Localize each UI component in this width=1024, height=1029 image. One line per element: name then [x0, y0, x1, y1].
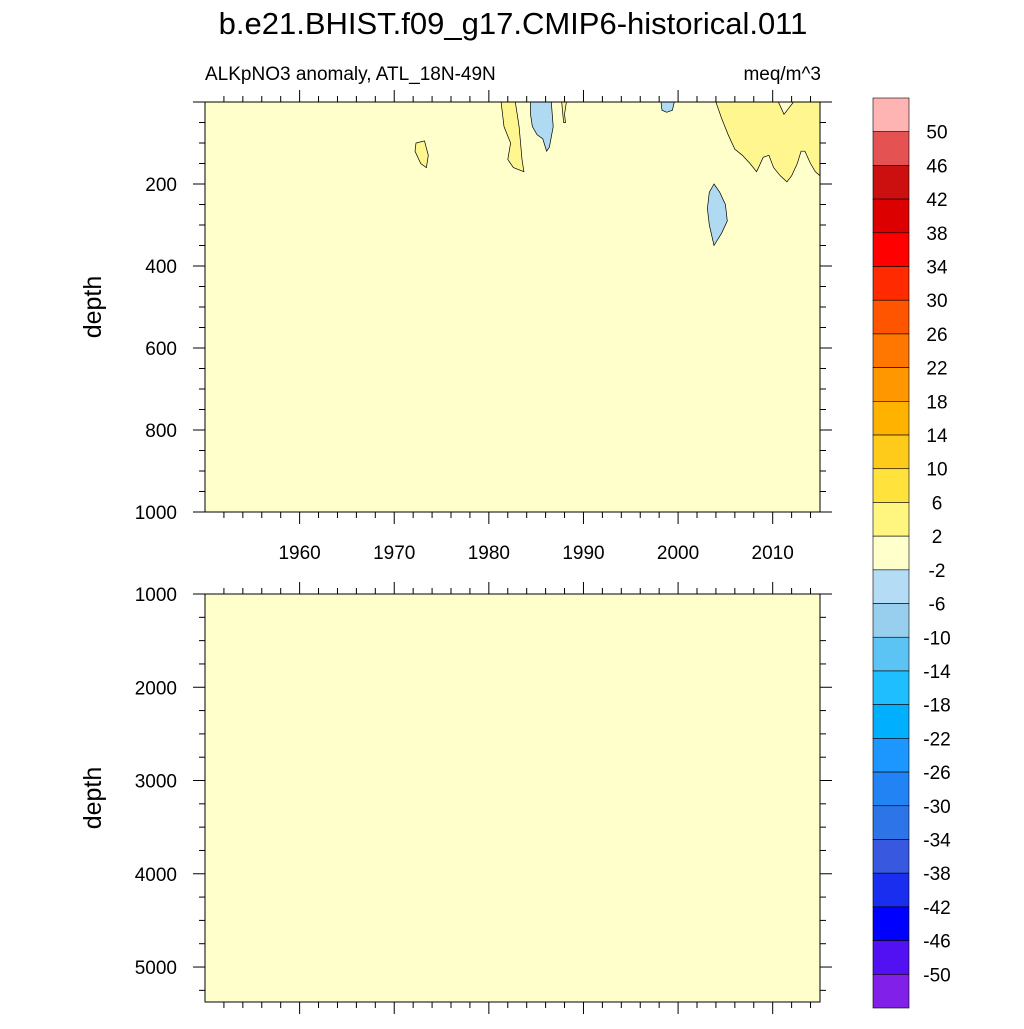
colorbar-swatch — [872, 198, 910, 234]
x-tick-label: 1990 — [562, 543, 604, 564]
colorbar-label: 10 — [926, 460, 947, 481]
y-tick-label: 2000 — [135, 678, 177, 699]
colorbar-swatch — [872, 906, 910, 941]
colorbar-label: 26 — [926, 325, 947, 346]
colorbar-label: 2 — [932, 527, 943, 548]
x-tick-label: 1970 — [373, 543, 415, 564]
colorbar-label: -18 — [923, 696, 950, 717]
colorbar-label: 6 — [932, 493, 943, 514]
colorbar-label: 22 — [926, 359, 947, 380]
y-tick-label: 800 — [145, 421, 177, 442]
colorbar-label: -10 — [923, 628, 950, 649]
colorbar-swatch — [872, 805, 910, 840]
y-tick-label: 3000 — [135, 772, 177, 793]
upper-panel: 1960 1970 1980 1990 2000 2010 200 400 600 800 1000… — [79, 90, 832, 564]
colorbar-label: -6 — [929, 595, 946, 616]
chart-subtitle-right: meq/m^3 — [743, 64, 821, 85]
y-axis-label: depth — [79, 767, 107, 830]
y-tick-label: 4000 — [135, 865, 177, 886]
colorbar-swatch — [872, 973, 910, 1009]
plot-area — [205, 594, 820, 1002]
colorbar-swatch — [872, 367, 910, 402]
colorbar-label: -2 — [929, 561, 946, 582]
colorbar-swatch — [872, 771, 910, 807]
contour-patch-positive-1 — [500, 101, 525, 173]
colorbar-label: -46 — [923, 932, 950, 953]
colorbar-swatch — [872, 131, 910, 166]
colorbar-swatch — [872, 434, 910, 470]
y-axis-label: depth — [79, 276, 107, 339]
y-tick-label: 5000 — [135, 958, 177, 979]
lower-panel: 1000 2000 3000 4000 5000 depth — [79, 582, 832, 1014]
colorbar-label: 42 — [926, 190, 947, 211]
x-tick-label: 1960 — [278, 543, 320, 564]
colorbar-swatch — [872, 670, 910, 705]
colorbar-label: 30 — [926, 291, 947, 312]
colorbar-swatch — [872, 333, 910, 368]
y-tick-label: 1000 — [135, 585, 177, 606]
plot-frame — [204, 593, 821, 1003]
colorbar-swatch — [872, 232, 910, 267]
y-tick-label: 200 — [145, 175, 177, 196]
colorbar-label: -14 — [923, 662, 951, 683]
colorbar-label: 46 — [926, 156, 947, 177]
colorbar-swatch — [872, 738, 910, 773]
colorbar-label: -34 — [923, 831, 951, 852]
y-tick-label: 600 — [145, 339, 177, 360]
y-tick-label: 1000 — [135, 503, 177, 524]
colorbar-swatch — [872, 704, 910, 739]
x-tick-label: 2010 — [752, 543, 794, 564]
colorbar-swatch — [872, 603, 910, 638]
plot-area — [205, 102, 820, 512]
colorbar-swatch — [872, 97, 910, 133]
chart-title: b.e21.BHIST.f09_g17.CMIP6-historical.011 — [219, 6, 808, 41]
colorbar: 50 46 42 38 34 30 26 22 18 14 10 6 2 -2 -6 -10 -14 -18 -22… — [872, 97, 951, 1009]
colorbar-swatch — [872, 535, 910, 571]
colorbar-swatch — [872, 401, 910, 436]
chart-subtitle-left: ALKpNO3 anomaly, ATL_18N-49N — [205, 64, 496, 85]
y-tick-label: 400 — [145, 257, 177, 278]
colorbar-label: -42 — [923, 898, 950, 919]
colorbar-swatch — [872, 872, 910, 908]
x-tick-label: 1980 — [468, 543, 510, 564]
colorbar-label: 34 — [926, 258, 948, 279]
contour-patch-positive-0 — [414, 140, 429, 169]
colorbar-swatch — [872, 299, 910, 335]
colorbar-label: 18 — [926, 392, 947, 413]
colorbar-swatch — [872, 839, 910, 874]
contour-patch-negative-2 — [530, 101, 554, 152]
colorbar-swatch — [872, 468, 910, 503]
colorbar-swatch — [872, 940, 910, 975]
contour-patch-negative-5 — [707, 183, 728, 247]
colorbar-label: -50 — [923, 965, 950, 986]
colorbar-label: 38 — [926, 224, 947, 245]
colorbar-label: -38 — [923, 864, 950, 885]
colorbar-swatch — [872, 502, 910, 537]
colorbar-swatch — [872, 266, 910, 301]
colorbar-label: -30 — [923, 797, 950, 818]
colorbar-swatch — [872, 165, 910, 200]
colorbar-swatch — [872, 636, 910, 672]
colorbar-label: -22 — [923, 729, 950, 750]
colorbar-label: 50 — [926, 123, 947, 144]
x-tick-label: 2000 — [657, 543, 699, 564]
colorbar-swatch — [872, 569, 910, 604]
colorbar-label: 14 — [926, 426, 948, 447]
colorbar-label: -26 — [923, 763, 950, 784]
